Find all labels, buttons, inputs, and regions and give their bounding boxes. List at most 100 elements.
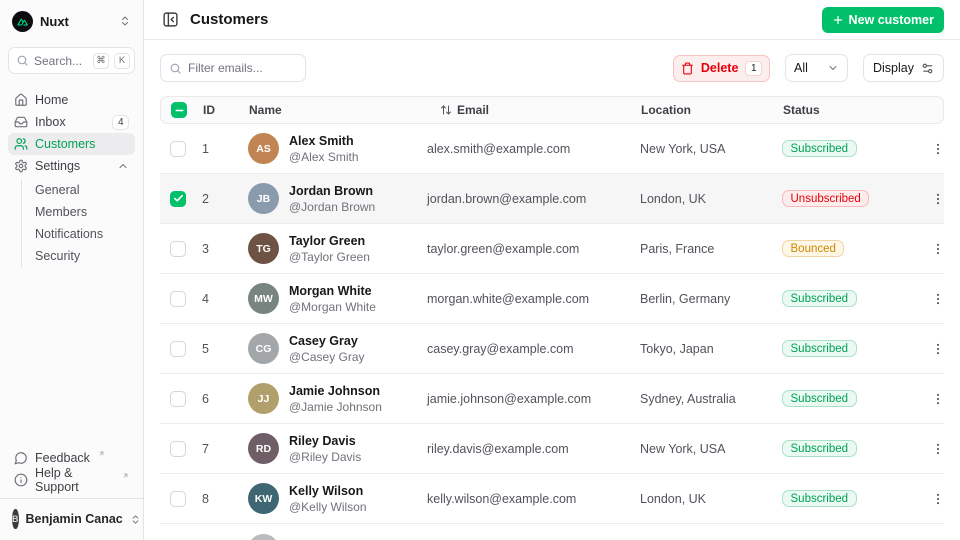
table-row[interactable]: 7 RD Riley Davis @Riley Davis riley.davi… [160, 424, 944, 474]
chevrons-up-down-icon [119, 15, 131, 27]
row-checkbox[interactable] [170, 390, 186, 407]
customer-name: Jamie Johnson [289, 383, 380, 398]
cell-location: Tokyo, Japan [640, 341, 714, 356]
table-row[interactable]: 5 CG Casey Gray @Casey Gray casey.gray@e… [160, 324, 944, 374]
row-actions-button[interactable] [928, 289, 948, 309]
customer-name: Taylor Green [289, 233, 366, 248]
row-checkbox[interactable] [170, 140, 186, 157]
ellipsis-vertical-icon [931, 142, 945, 156]
sliders-icon [921, 62, 934, 75]
sidebar-item-help-support[interactable]: Help & Support [8, 466, 135, 494]
cell-email: casey.gray@example.com [427, 341, 574, 356]
customer-handle: @Morgan White [289, 299, 376, 314]
ellipsis-vertical-icon [931, 192, 945, 206]
cell-email: alex.smith@example.com [427, 141, 571, 156]
customer-name: Riley Davis [289, 433, 356, 448]
cell-id: 3 [202, 241, 209, 256]
row-checkbox[interactable] [170, 340, 186, 357]
sidebar-item-home[interactable]: Home [8, 89, 135, 111]
cell-name: KW Kelly Wilson @Kelly Wilson [248, 483, 427, 515]
table-row[interactable]: 2 JB Jordan Brown @Jordan Brown jordan.b… [160, 174, 944, 224]
table-row[interactable]: 8 KW Kelly Wilson @Kelly Wilson kelly.wi… [160, 474, 944, 524]
divider [0, 498, 143, 499]
cell-status: Unsubscribed [782, 190, 928, 207]
table-row[interactable]: 6 JJ Jamie Johnson @Jamie Johnson jamie.… [160, 374, 944, 424]
cell-email: jamie.johnson@example.com [427, 391, 592, 406]
column-header-status: Status [783, 103, 820, 117]
filter-emails-input[interactable]: Filter emails... [160, 54, 306, 82]
status-badge: Subscribed [782, 440, 857, 457]
row-actions-button[interactable] [928, 189, 948, 209]
search-input[interactable]: Search... ⌘ K [8, 47, 135, 74]
collapse-sidebar-button[interactable] [160, 9, 181, 30]
cell-name: JB Jordan Brown @Jordan Brown [248, 183, 427, 215]
workspace-switcher[interactable]: Nuxt [8, 10, 135, 32]
gear-icon [14, 159, 28, 173]
sidebar-footer: Feedback Help & Support B Benjamin Canac [0, 447, 143, 532]
select-all-checkbox[interactable] [171, 102, 187, 118]
cell-status: Subscribed [782, 440, 928, 457]
cell-email: jordan.brown@example.com [427, 191, 587, 206]
customer-handle: @Alex Smith [289, 149, 359, 164]
customer-handle: @Kelly Wilson [289, 499, 367, 514]
row-checkbox[interactable] [170, 440, 186, 457]
row-actions-button[interactable] [928, 389, 948, 409]
avatar: MW [248, 283, 279, 314]
sidebar-item-security[interactable]: Security [35, 249, 81, 263]
row-checkbox[interactable] [170, 490, 186, 507]
row-checkbox[interactable] [170, 190, 186, 207]
user-avatar: B [12, 509, 19, 529]
sidebar-item-inbox[interactable]: Inbox 4 [8, 111, 135, 133]
display-button[interactable]: Display [863, 54, 944, 82]
avatar: KW [248, 483, 279, 514]
message-circle-icon [14, 451, 28, 465]
row-actions-button[interactable] [928, 489, 948, 509]
sidebar-item-general[interactable]: General [35, 183, 80, 197]
status-badge: Subscribed [782, 140, 857, 157]
workspace-name: Nuxt [40, 13, 69, 29]
sidebar-nav: Home Inbox 4 Customers Settings Genera [8, 89, 135, 269]
table-row[interactable]: 1 AS Alex Smith @Alex Smith alex.smith@e… [160, 124, 944, 174]
user-name: Benjamin Canac [25, 512, 123, 526]
row-actions-button[interactable] [928, 339, 948, 359]
avatar: RD [248, 433, 279, 464]
cell-id: 6 [202, 391, 209, 406]
ellipsis-vertical-icon [931, 442, 945, 456]
column-header-id: ID [203, 103, 215, 117]
row-actions-button[interactable] [928, 239, 948, 259]
new-customer-button[interactable]: New customer [821, 6, 944, 33]
user-menu[interactable]: B Benjamin Canac [8, 506, 139, 532]
sidebar-item-members[interactable]: Members [35, 205, 88, 219]
table-row[interactable]: 3 TG Taylor Green @Taylor Green taylor.g… [160, 224, 944, 274]
inbox-icon [14, 115, 28, 129]
avatar: JJ [248, 383, 279, 414]
cell-status: Subscribed [782, 390, 928, 407]
row-checkbox[interactable] [170, 290, 186, 307]
customers-table: ID Name Email Location Status 1 AS Alex … [160, 96, 944, 540]
cell-id: 8 [202, 491, 209, 506]
plus-icon [832, 14, 844, 26]
ellipsis-vertical-icon [931, 292, 945, 306]
sidebar-item-feedback[interactable]: Feedback [8, 447, 135, 469]
cell-location: New York, USA [640, 141, 726, 156]
search-icon [169, 62, 182, 75]
column-header-email[interactable]: Email [428, 103, 641, 117]
sidebar-item-notifications[interactable]: Notifications [35, 227, 104, 241]
sidebar-item-customers[interactable]: Customers [8, 133, 135, 155]
trash-icon [681, 62, 694, 75]
panel-left-close-icon [162, 11, 179, 28]
cell-id: 1 [202, 141, 209, 156]
chevrons-up-down-icon [130, 514, 141, 525]
cell-name: AS Alex Smith @Alex Smith [248, 133, 427, 165]
row-actions-button[interactable] [928, 139, 948, 159]
delete-button[interactable]: Delete 1 [672, 54, 770, 82]
arrow-up-down-icon [440, 104, 452, 116]
toolbar: Filter emails... Delete 1 All D [160, 54, 944, 82]
table-row[interactable]: 4 MW Morgan White @Morgan White morgan.w… [160, 274, 944, 324]
row-checkbox[interactable] [170, 240, 186, 257]
row-actions-button[interactable] [928, 439, 948, 459]
avatar: CG [248, 333, 279, 364]
status-filter-select[interactable]: All [785, 54, 848, 82]
content-area: Filter emails... Delete 1 All D [144, 40, 960, 540]
sidebar-item-settings[interactable]: Settings [8, 155, 135, 177]
